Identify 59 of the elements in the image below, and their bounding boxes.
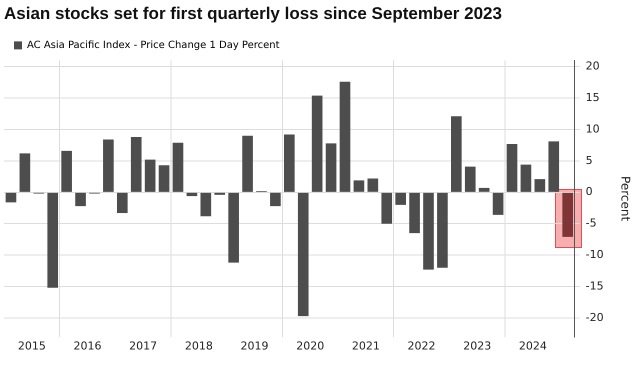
y-tick-label: -20 — [586, 310, 604, 324]
y-tick-label: -5 — [586, 216, 597, 230]
bar — [520, 164, 532, 192]
bar — [464, 166, 476, 192]
bar — [200, 192, 212, 216]
x-tick-label: 2020 — [296, 339, 324, 352]
y-tick-label: 10 — [586, 122, 600, 136]
bar — [172, 142, 184, 192]
bar — [437, 192, 448, 268]
y-axis-title: Percent — [618, 176, 633, 222]
bar — [478, 188, 490, 192]
bar — [506, 144, 518, 192]
bar — [116, 192, 128, 214]
bar — [354, 180, 364, 192]
x-tick-label: 2023 — [463, 339, 492, 352]
bar — [103, 140, 114, 192]
bar — [47, 192, 58, 288]
y-tick-label: 5 — [586, 154, 593, 167]
bar — [381, 192, 392, 224]
bar — [451, 116, 462, 192]
bar — [312, 96, 322, 192]
bar — [340, 82, 350, 192]
bar — [130, 137, 142, 192]
bar — [409, 192, 420, 234]
x-tick-label: 2019 — [240, 339, 269, 352]
bar — [270, 192, 281, 206]
bar — [395, 192, 406, 205]
y-tick-label: 20 — [586, 60, 600, 73]
bar — [562, 192, 573, 237]
bar — [284, 134, 295, 192]
bar — [326, 143, 336, 192]
bar — [492, 192, 504, 215]
bar — [228, 192, 239, 263]
y-tick-label: -10 — [586, 248, 604, 261]
x-tick-label: 2022 — [408, 339, 436, 352]
x-tick-label: 2024 — [518, 339, 547, 352]
bar — [368, 178, 378, 192]
x-tick-label: 2018 — [184, 339, 213, 352]
bar — [548, 141, 560, 192]
bar — [6, 192, 16, 202]
legend-label: AC Asia Pacific Index - Price Change 1 Day Percent — [27, 40, 280, 51]
bar — [534, 179, 546, 192]
y-tick-label: 15 — [586, 90, 600, 104]
y-tick-label: -15 — [586, 279, 604, 292]
x-tick-label: 2017 — [129, 339, 158, 352]
chart-title: Asian stocks set for first quarterly loss since September 2023 — [4, 4, 502, 23]
bar — [423, 192, 434, 270]
bar — [61, 150, 72, 192]
x-tick-label: 2015 — [18, 339, 46, 352]
bar — [20, 153, 30, 192]
bar — [158, 165, 170, 192]
bar — [298, 192, 309, 316]
y-tick-label: 0 — [586, 185, 593, 198]
x-tick-label: 2021 — [352, 339, 380, 352]
bar — [144, 160, 156, 192]
bar — [242, 136, 253, 192]
bar — [75, 192, 86, 206]
bar — [186, 192, 198, 196]
x-tick-label: 2016 — [74, 339, 102, 352]
